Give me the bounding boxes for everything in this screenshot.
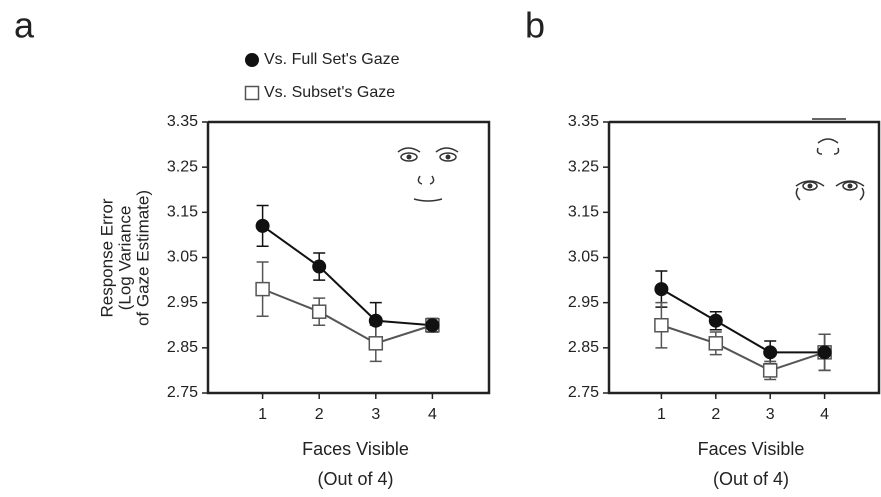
marker-circle <box>368 313 383 328</box>
face-icon-b <box>795 118 865 201</box>
face-icon-a <box>397 147 459 202</box>
x-tick-label: 3 <box>371 406 380 423</box>
marker-circle <box>255 218 270 233</box>
y-axis-label: Response Error <box>97 198 116 317</box>
y-tick-label: 2.85 <box>167 339 198 356</box>
series-line <box>262 225 433 327</box>
y-tick-label: 3.25 <box>568 158 599 175</box>
x-tick-label: 4 <box>820 406 829 423</box>
x-tick-label: 1 <box>258 406 267 423</box>
x-axis-label: Faces Visible <box>302 439 409 459</box>
y-tick-label: 2.85 <box>568 339 599 356</box>
series-line <box>262 288 433 345</box>
legend-label: Vs. Subset's Gaze <box>264 84 395 101</box>
x-tick-label: 1 <box>657 406 666 423</box>
y-tick-label: 3.05 <box>568 249 599 266</box>
x-axis-label: Faces Visible <box>698 439 805 459</box>
marker-square <box>311 304 327 319</box>
x-tick-label: 2 <box>711 406 720 423</box>
marker-circle <box>245 53 259 67</box>
y-tick-label: 2.95 <box>568 294 599 311</box>
x-axis-label: (Out of 4) <box>713 469 789 489</box>
x-tick-label: 4 <box>428 406 437 423</box>
series-line <box>661 324 825 372</box>
axis-frame <box>206 120 491 395</box>
marker-square <box>244 85 260 101</box>
marker-circle <box>312 259 327 274</box>
y-tick-label: 3.05 <box>167 249 198 266</box>
y-tick-label: 3.35 <box>167 113 198 130</box>
marker-square <box>368 336 384 351</box>
y-tick-label: 2.75 <box>167 384 198 401</box>
marker-square <box>762 363 778 378</box>
y-axis-label: (Log Variance <box>115 206 134 311</box>
marker-circle <box>425 318 440 333</box>
y-tick-label: 3.35 <box>568 113 599 130</box>
y-tick-label: 2.95 <box>167 294 198 311</box>
marker-square <box>708 336 724 351</box>
x-tick-label: 3 <box>766 406 775 423</box>
y-tick-label: 2.75 <box>568 384 599 401</box>
marker-circle <box>817 345 832 360</box>
marker-circle <box>654 282 669 297</box>
y-tick-label: 3.15 <box>568 204 599 221</box>
marker-circle <box>708 313 723 328</box>
series-line <box>660 288 825 354</box>
y-tick-label: 3.15 <box>167 204 198 221</box>
legend-label: Vs. Full Set's Gaze <box>264 51 400 68</box>
panel-label: b <box>525 5 545 46</box>
marker-circle <box>763 345 778 360</box>
marker-square <box>654 318 669 333</box>
marker-square <box>255 281 270 297</box>
x-tick-label: 2 <box>315 406 324 423</box>
y-axis-label: of Gaze Estimate) <box>133 190 152 326</box>
x-axis-label: (Out of 4) <box>317 469 393 489</box>
axis-frame <box>607 120 881 395</box>
panel-label: a <box>14 5 35 46</box>
y-tick-label: 3.25 <box>167 158 198 175</box>
